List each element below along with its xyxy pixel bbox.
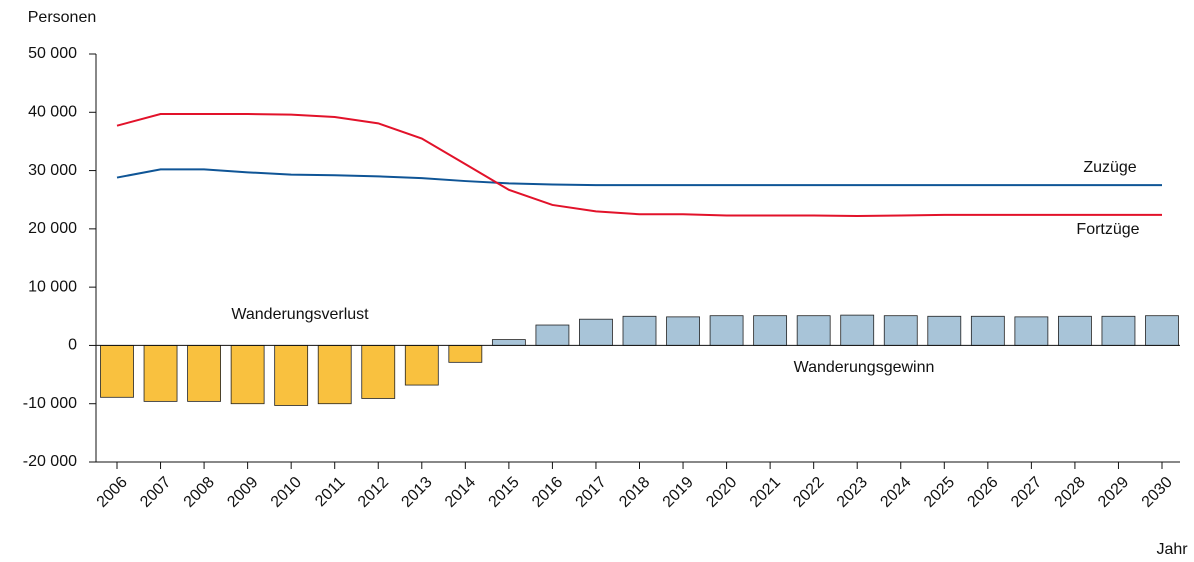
annotation: Wanderungsgewinn: [794, 359, 935, 376]
x-tick-label: 2030: [1139, 474, 1176, 511]
bar: [883, 315, 918, 346]
y-tick-label: 10 000: [28, 278, 77, 295]
x-tick-label: 2010: [268, 474, 305, 511]
bar: [448, 345, 483, 363]
x-tick-label: 2029: [1095, 474, 1132, 511]
x-tick-label: 2019: [660, 474, 697, 511]
x-tick-label: 2013: [398, 474, 435, 511]
bar: [970, 315, 1005, 346]
bar: [840, 314, 875, 346]
x-tick-label: 2028: [1052, 474, 1089, 511]
bar: [1101, 315, 1136, 346]
bar: [100, 345, 134, 398]
x-tick-label: 2006: [94, 474, 131, 511]
y-tick-label: -20 000: [23, 453, 77, 470]
bar: [274, 345, 309, 406]
y-tick-label: 0: [68, 337, 77, 354]
bar: [1014, 316, 1049, 346]
y-tick-label: 30 000: [28, 162, 77, 179]
x-tick-label: 2015: [485, 474, 522, 511]
x-tick-label: 2018: [616, 474, 653, 511]
bar: [535, 324, 570, 346]
bar: [927, 315, 962, 346]
x-tick-label: 2023: [834, 474, 871, 511]
y-axis-label: Personen: [28, 9, 97, 26]
bar: [753, 315, 788, 346]
x-tick-label: 2011: [312, 474, 348, 510]
bar: [143, 345, 178, 402]
bar: [187, 345, 221, 402]
bar: [317, 345, 352, 405]
series-label: Zuzüge: [1083, 159, 1136, 176]
x-tick-label: 2012: [355, 474, 392, 511]
series-label: Fortzüge: [1076, 221, 1139, 238]
bar: [666, 316, 700, 346]
x-tick-label: 2009: [224, 474, 261, 511]
bar: [1058, 315, 1092, 346]
bar: [709, 315, 744, 346]
bar: [796, 315, 831, 346]
x-tick-label: 2017: [573, 474, 610, 511]
x-tick-label: 2020: [703, 474, 740, 511]
bar: [491, 339, 526, 346]
x-tick-label: 2014: [442, 474, 479, 511]
bar: [1145, 315, 1179, 346]
x-tick-label: 2008: [181, 474, 218, 511]
x-tick-label: 2022: [790, 474, 827, 511]
x-tick-label: 2024: [877, 474, 914, 511]
annotation: Wanderungsverlust: [231, 306, 369, 323]
x-tick-label: 2021: [747, 474, 784, 511]
x-tick-label: 2007: [137, 474, 174, 511]
x-axis-label: Jahr: [1156, 541, 1188, 558]
y-tick-label: 50 000: [28, 45, 77, 62]
x-tick-label: 2025: [921, 474, 958, 511]
bar: [404, 345, 439, 386]
line: [116, 168, 1162, 187]
y-tick-label: 20 000: [28, 220, 77, 237]
x-tick-label: 2016: [529, 474, 566, 511]
y-tick-label: -10 000: [23, 395, 77, 412]
x-tick-label: 2026: [964, 474, 1001, 511]
line: [116, 113, 1162, 218]
bar: [230, 345, 265, 405]
bar: [622, 315, 657, 346]
x-tick-label: 2027: [1008, 474, 1045, 511]
bar: [579, 318, 613, 346]
bar: [361, 345, 396, 399]
y-tick-label: 40 000: [28, 104, 77, 121]
